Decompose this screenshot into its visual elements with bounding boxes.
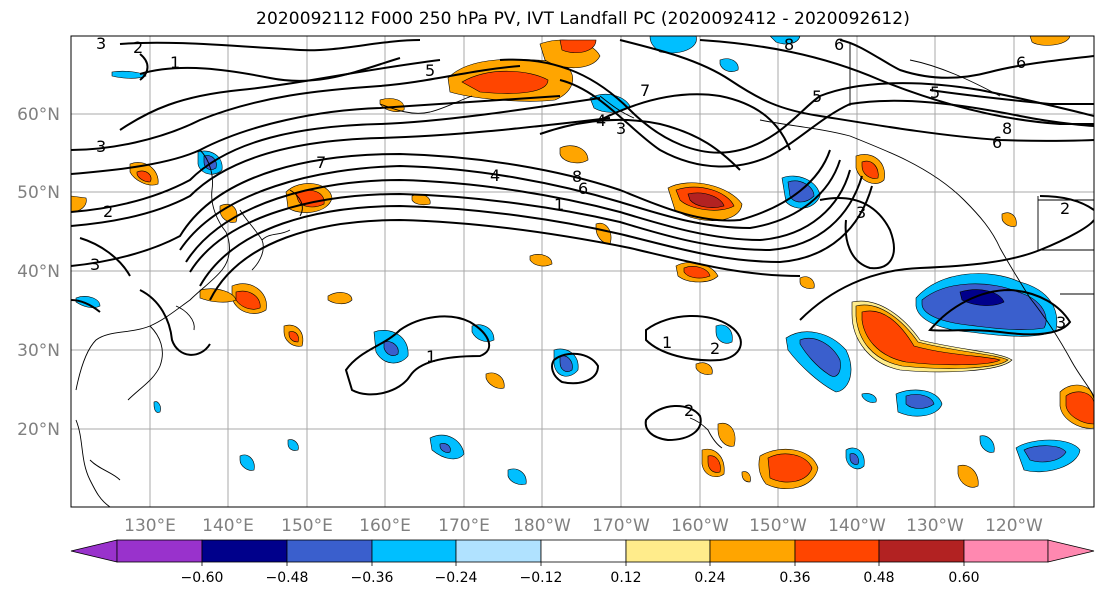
contour-label: 6	[1016, 53, 1026, 72]
lon-label: 180°W	[513, 516, 571, 536]
contour-label: 6	[578, 179, 588, 198]
contour-label: 3	[96, 137, 106, 156]
lon-label: 130°E	[124, 516, 176, 536]
colorbar-tick-label: −0.60	[181, 570, 224, 586]
contour-label: 8	[572, 167, 582, 186]
contour-label: 2	[133, 38, 143, 57]
lon-label: 170°W	[592, 516, 650, 536]
contour-labels: 3 2 1 3 2 3 5 7 4 8 6 1 5 3 4 7 8 6 5 6 …	[90, 34, 1070, 420]
contour-label: 3	[90, 255, 100, 274]
colorbar-segment	[625, 539, 711, 563]
lat-label-60n: 60°N	[17, 105, 60, 125]
lon-label: 130°W	[906, 516, 964, 536]
colorbar	[70, 539, 1095, 563]
positive-anomaly-shading	[71, 36, 1094, 490]
colorbar-segment	[455, 539, 542, 563]
contour-label: 2	[684, 401, 694, 420]
colorbar-segment	[201, 539, 288, 563]
lon-label: 160°E	[359, 516, 411, 536]
lon-label: 150°E	[281, 516, 333, 536]
contour-label: 8	[784, 35, 794, 54]
contour-label: 2	[1060, 199, 1070, 218]
colorbar-tick-label: −0.24	[435, 570, 478, 586]
lat-label-50n: 50°N	[17, 183, 60, 203]
latitude-labels: 60°N 50°N 40°N 30°N 20°N	[17, 105, 60, 440]
colorbar-tick-label: −0.48	[266, 570, 309, 586]
colorbar-tick-label: 0.36	[779, 570, 810, 586]
colorbar-tick-label: 0.48	[863, 570, 894, 586]
contour-label: 4	[490, 166, 500, 185]
lat-label-30n: 30°N	[17, 341, 60, 361]
colorbar-tick-label: −0.12	[520, 570, 563, 586]
lon-label: 140°W	[828, 516, 886, 536]
contour-label: 7	[640, 81, 650, 100]
contour-label: 5	[425, 61, 435, 80]
contour-label: 6	[992, 133, 1002, 152]
colorbar-segment	[286, 539, 373, 563]
map-title: 2020092112 F000 250 hPa PV, IVT Landfall…	[256, 9, 910, 29]
graticule	[71, 36, 1094, 507]
colorbar-segment	[709, 539, 796, 563]
contour-label: 3	[1056, 313, 1066, 332]
colorbar-max-arrow	[1047, 539, 1095, 563]
contour-label: 6	[834, 35, 844, 54]
contour-label: 5	[812, 87, 822, 106]
colorbar-segment	[371, 539, 457, 563]
contour-label: 3	[96, 34, 106, 53]
contour-label: 1	[554, 195, 564, 214]
lon-label: 140°E	[202, 516, 254, 536]
lon-label: 120°W	[985, 516, 1043, 536]
pv-contours	[71, 39, 1094, 442]
colorbar-ticks	[201, 562, 965, 566]
lat-label-40n: 40°N	[17, 262, 60, 282]
contour-label: 3	[856, 203, 866, 222]
contour-label: 8	[1002, 119, 1012, 138]
colorbar-segment	[116, 539, 203, 563]
colorbar-segment	[963, 539, 1049, 563]
colorbar-segment	[878, 539, 965, 563]
lon-label: 170°E	[438, 516, 490, 536]
contour-label: 7	[316, 153, 326, 172]
contour-label: 5	[930, 83, 940, 102]
contour-label: 1	[426, 347, 436, 366]
colorbar-tick-label: 0.12	[610, 570, 641, 586]
lon-label: 150°W	[749, 516, 807, 536]
contour-label: 1	[662, 333, 672, 352]
contour-label: 2	[710, 339, 720, 358]
coastlines	[75, 44, 1094, 507]
contour-label: 1	[170, 53, 180, 72]
contour-label: 2	[103, 202, 113, 221]
lon-label: 160°W	[671, 516, 729, 536]
colorbar-tick-label: −0.36	[351, 570, 394, 586]
colorbar-segment	[540, 539, 627, 563]
colorbar-segment	[794, 539, 880, 563]
colorbar-tick-label: 0.24	[694, 570, 725, 586]
contour-label: 3	[616, 119, 626, 138]
map-frame	[70, 35, 1095, 508]
longitude-labels: 130°E 140°E 150°E 160°E 170°E 180°W 170°…	[124, 516, 1043, 536]
lat-label-20n: 20°N	[17, 420, 60, 440]
contour-label: 4	[596, 111, 606, 130]
colorbar-labels: −0.60 −0.48 −0.36 −0.24 −0.12 0.12 0.24 …	[181, 570, 980, 586]
colorbar-tick-label: 0.60	[948, 570, 979, 586]
colorbar-min-arrow	[70, 539, 118, 563]
